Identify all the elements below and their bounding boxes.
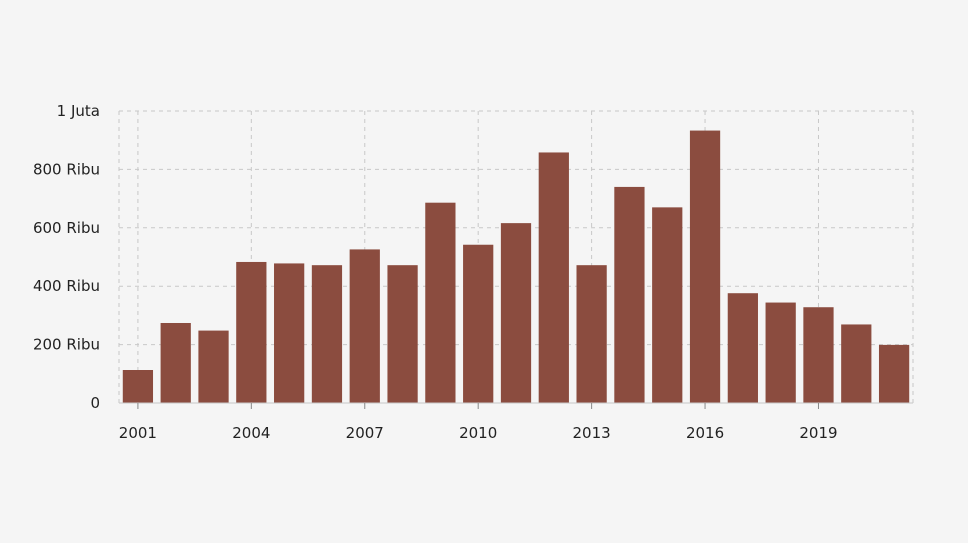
x-tick-label: 2016 xyxy=(686,424,724,442)
bar-2021 xyxy=(878,344,910,403)
bar-2015 xyxy=(652,207,683,403)
y-tick-label: 200 Ribu xyxy=(33,336,100,354)
bar-2008 xyxy=(387,265,418,403)
bar-2010 xyxy=(463,244,494,403)
y-tick-label: 0 xyxy=(90,394,100,412)
bar-2002 xyxy=(160,322,191,403)
bar-2012 xyxy=(538,152,569,403)
bar-2011 xyxy=(500,223,532,403)
bar-2020 xyxy=(841,324,872,403)
bar-2001 xyxy=(122,370,154,403)
axis-layer xyxy=(119,402,913,409)
x-tick-label: 2004 xyxy=(232,424,270,442)
bar-2009 xyxy=(425,202,456,403)
bar-2018 xyxy=(765,302,796,403)
x-tick-label: 2013 xyxy=(573,424,611,442)
bar-2005 xyxy=(274,263,305,403)
y-tick-label: 800 Ribu xyxy=(33,160,100,178)
bar-2004 xyxy=(236,261,267,403)
bars-layer xyxy=(122,130,910,403)
bar-2014 xyxy=(614,186,645,403)
bar-2013 xyxy=(576,265,607,403)
bar-2019 xyxy=(803,307,834,403)
y-tick-label: 1 Juta xyxy=(57,102,100,120)
x-tick-label: 2007 xyxy=(346,424,384,442)
labels-layer: 0 200 Ribu 400 Ribu 600 Ribu 800 Ribu 1 Juta 2… xyxy=(33,102,838,442)
y-tick-label: 400 Ribu xyxy=(33,277,100,295)
bar-2003 xyxy=(198,330,229,403)
bar-2017 xyxy=(727,293,758,403)
x-tick-label: 2010 xyxy=(459,424,497,442)
bar-2007 xyxy=(349,249,380,403)
x-tick-label: 2001 xyxy=(119,424,157,442)
x-tick-label: 2019 xyxy=(799,424,837,442)
y-tick-label: 600 Ribu xyxy=(33,219,100,237)
bar-2006 xyxy=(311,265,343,403)
bar-2016 xyxy=(689,130,721,403)
